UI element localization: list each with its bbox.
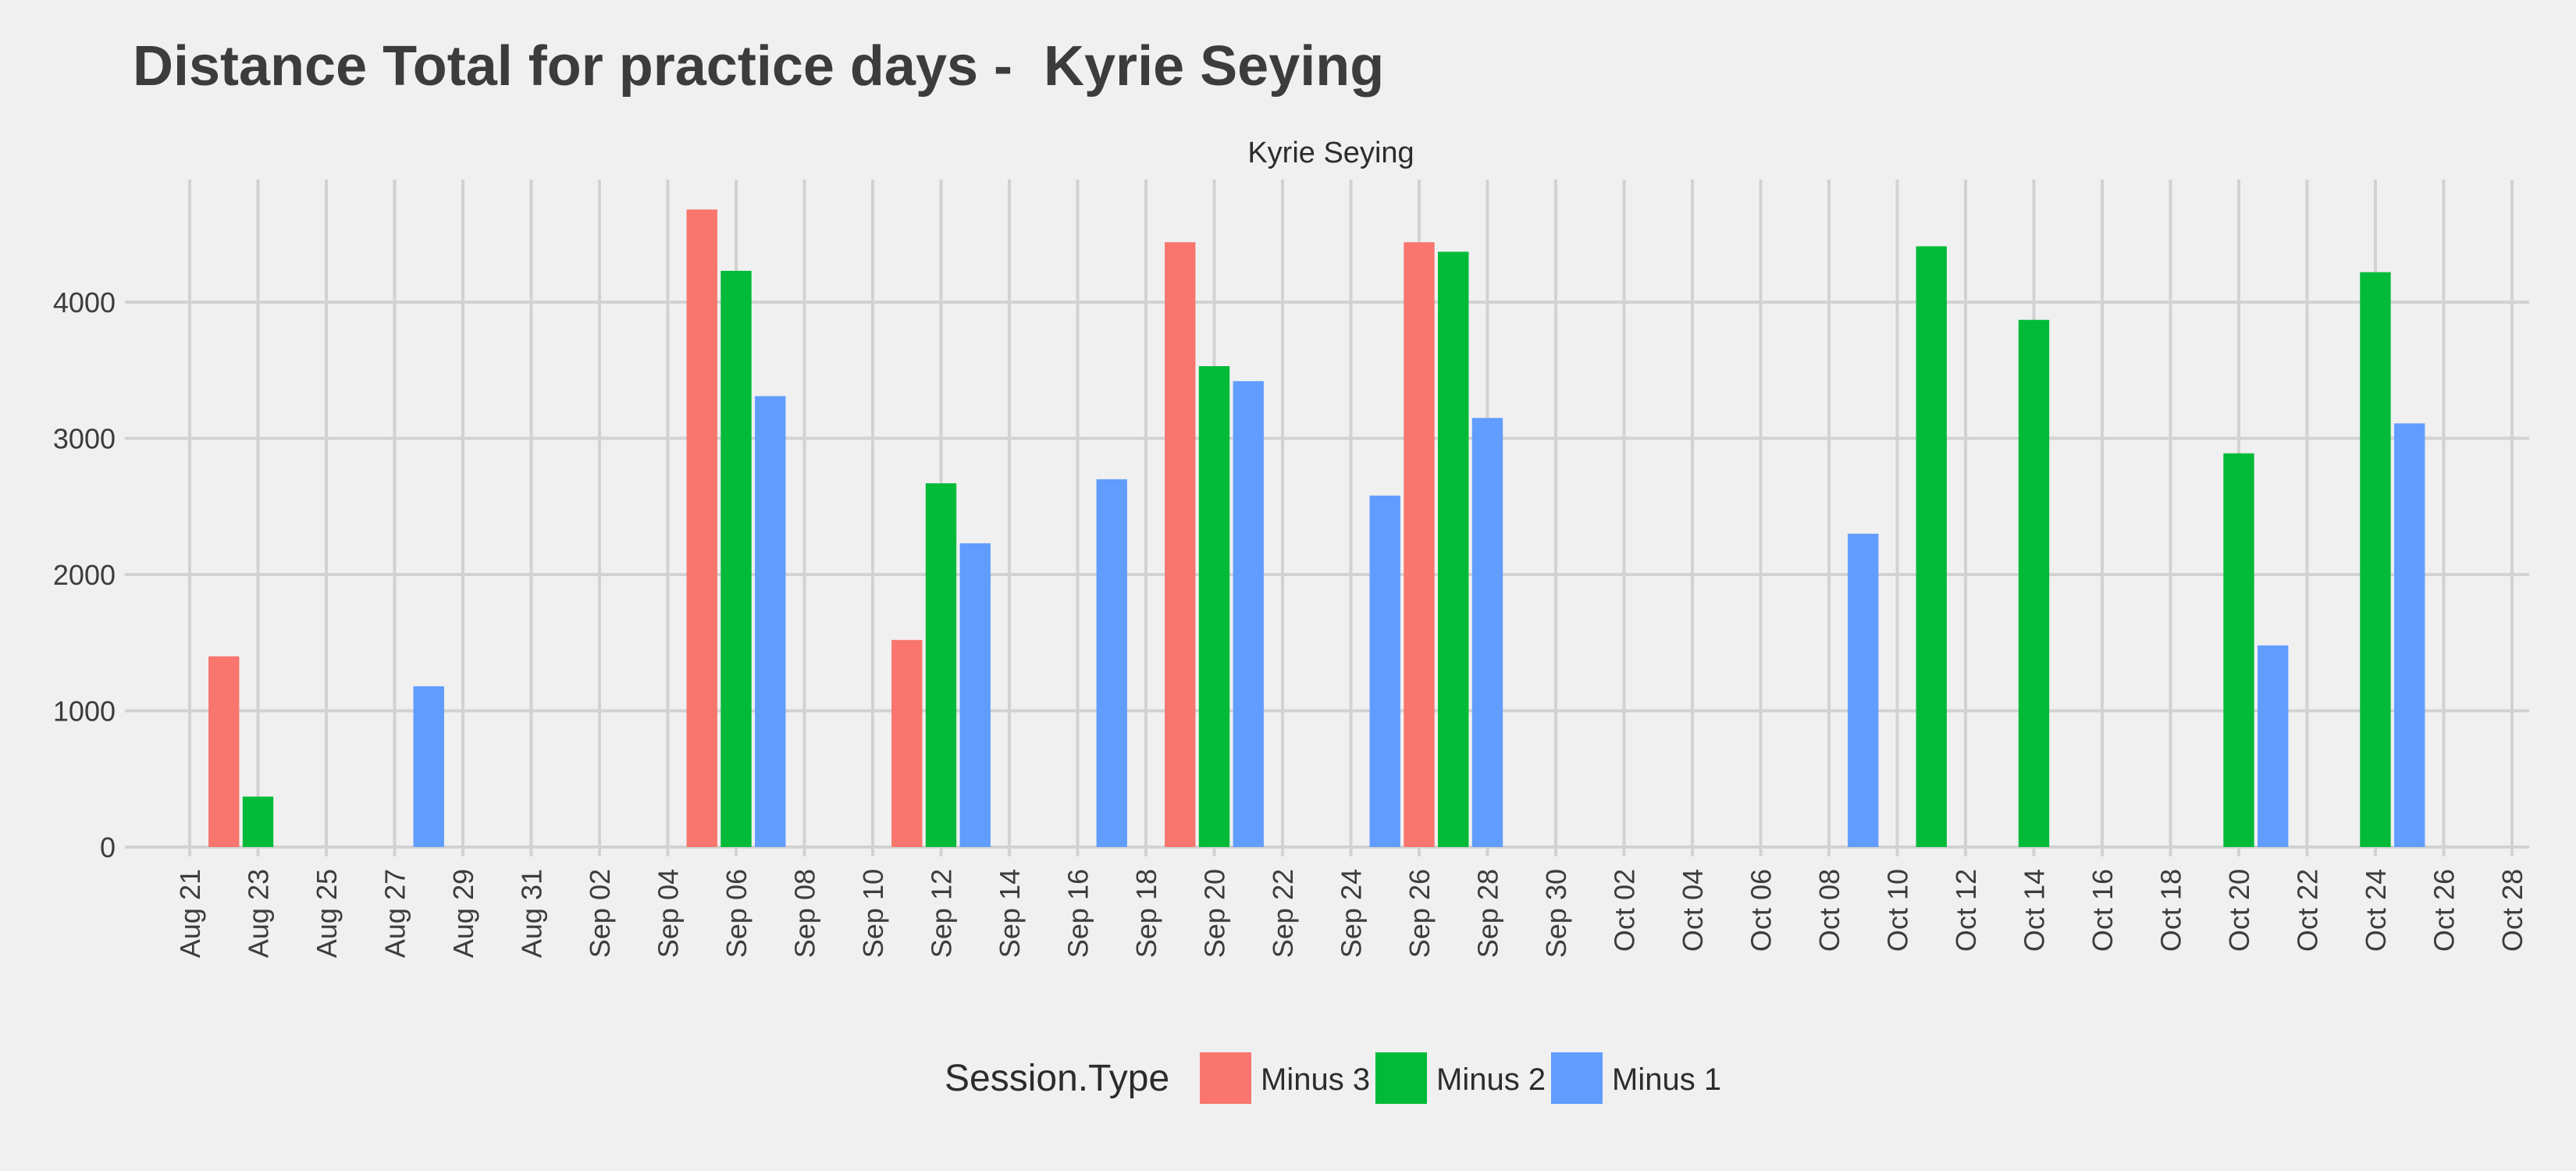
bar-minus-3: [1165, 242, 1196, 847]
x-tick-label: Sep 18: [1130, 869, 1162, 958]
x-tick-label: Oct 22: [2292, 869, 2324, 952]
bar-minus-1: [1848, 533, 1879, 847]
bar-minus-1: [1096, 479, 1127, 847]
bar-minus-1: [755, 396, 786, 847]
y-tick-label: 3000: [53, 423, 116, 455]
x-tick-label: Aug 27: [379, 869, 411, 958]
x-tick-label: Oct 28: [2496, 869, 2528, 952]
y-tick-label: 2000: [53, 559, 116, 591]
x-tick-label: Sep 02: [584, 869, 616, 958]
x-tick-label: Sep 28: [1472, 869, 1504, 958]
bar-minus-1: [1369, 495, 1400, 847]
legend-key-minus-1: [1551, 1052, 1603, 1104]
x-tick-label: Oct 24: [2360, 869, 2392, 952]
bar-minus-1: [2258, 645, 2289, 847]
x-tick-label: Oct 04: [1677, 869, 1709, 952]
legend-label: Minus 3: [1261, 1062, 1370, 1097]
bar-minus-1: [959, 543, 991, 847]
legend-key-minus-2: [1375, 1052, 1427, 1104]
x-tick-label: Oct 20: [2223, 869, 2255, 952]
x-tick-label: Oct 16: [2087, 869, 2119, 952]
x-tick-label: Sep 20: [1199, 869, 1231, 958]
bar-minus-2: [2223, 453, 2254, 847]
bar-minus-1: [2394, 423, 2425, 847]
x-tick-label: Sep 16: [1062, 869, 1094, 958]
y-tick-label: 0: [100, 831, 116, 863]
x-tick-label: Sep 10: [857, 869, 889, 958]
x-tick-label: Sep 26: [1404, 869, 1436, 958]
legend-label: Minus 1: [1612, 1062, 1721, 1097]
bar-minus-2: [2018, 319, 2050, 847]
x-tick-label: Oct 08: [1813, 869, 1845, 952]
y-tick-label: 1000: [53, 696, 116, 728]
x-tick-label: Sep 04: [653, 869, 685, 958]
legend: Session.Type Minus 3 Minus 2 Minus 1: [945, 1052, 1721, 1104]
bar-minus-1: [413, 686, 444, 847]
bar-minus-3: [1404, 242, 1435, 847]
y-tick-label: 4000: [53, 287, 116, 319]
bar-minus-2: [720, 270, 752, 847]
x-tick-label: Oct 02: [1609, 869, 1641, 952]
bar-minus-2: [1438, 251, 1469, 847]
bar-minus-2: [1198, 366, 1230, 847]
x-tick-label: Sep 24: [1336, 869, 1368, 958]
bar-minus-2: [2360, 272, 2391, 847]
chart-title: Distance Total for practice days - Kyrie…: [133, 35, 1385, 98]
x-tick-label: Aug 21: [174, 869, 206, 958]
grid-layer: [125, 180, 2529, 856]
x-tick-label: Sep 08: [789, 869, 821, 958]
x-tick-label: Oct 10: [1882, 869, 1914, 952]
x-tick-label: Sep 30: [1540, 869, 1572, 958]
x-tick-label: Sep 14: [994, 869, 1026, 958]
bar-minus-3: [891, 639, 923, 847]
bar-minus-3: [208, 656, 240, 847]
y-axis: 0 1000 2000 3000 4000: [53, 287, 116, 863]
legend-label: Minus 2: [1436, 1062, 1546, 1097]
x-tick-label: Oct 14: [2019, 869, 2051, 952]
x-tick-label: Oct 06: [1745, 869, 1777, 952]
x-tick-label: Aug 31: [516, 869, 548, 958]
legend-key-minus-3: [1200, 1052, 1251, 1104]
bar-minus-2: [925, 483, 957, 847]
x-tick-label: Sep 12: [926, 869, 958, 958]
bar-minus-3: [686, 209, 717, 847]
x-tick-label: Aug 23: [243, 869, 275, 958]
x-tick-label: Oct 26: [2428, 869, 2460, 952]
x-tick-label: Oct 12: [1950, 869, 1982, 952]
x-tick-label: Sep 22: [1267, 869, 1299, 958]
x-tick-label: Aug 29: [447, 869, 479, 958]
x-tick-label: Oct 18: [2155, 869, 2187, 952]
x-axis: Aug 21 Aug 23 Aug 25 Aug 27 Aug 29 Aug 31 Sep …: [174, 869, 2528, 958]
legend-title: Session.Type: [945, 1058, 1169, 1099]
facet-label: Kyrie Seying: [1247, 137, 1414, 169]
x-tick-label: Aug 25: [311, 869, 343, 958]
bars-layer: [208, 209, 2425, 848]
bar-minus-1: [1471, 418, 1503, 847]
x-tick-label: Sep 06: [720, 869, 753, 958]
bar-minus-1: [1233, 381, 1264, 848]
bar-minus-2: [1916, 246, 1947, 847]
bar-minus-2: [242, 796, 274, 847]
